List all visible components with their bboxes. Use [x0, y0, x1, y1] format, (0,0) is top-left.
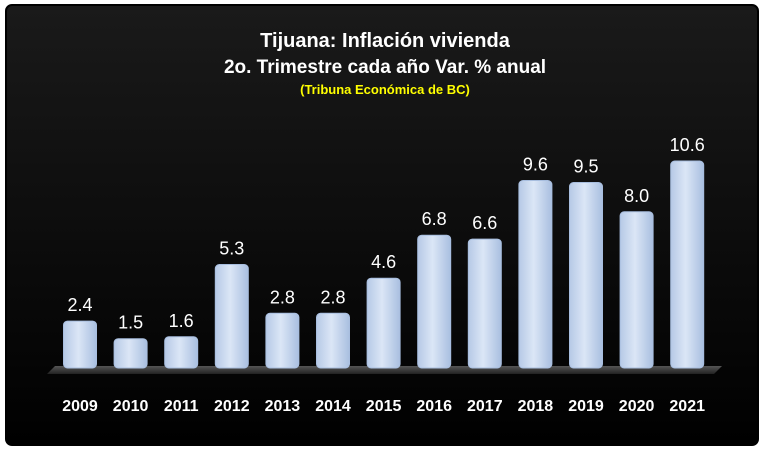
bar-2021: [670, 160, 705, 369]
bar-2014: [316, 312, 350, 369]
bar-2010: [113, 338, 148, 369]
value-labels-layer: 2.4 1.5 1.6 5.3 2.8 2.8 4.6 6.8 6.6 9.6 9.5 8.0 10.6: [67, 135, 704, 333]
category-label-2017: 2017: [467, 398, 503, 415]
bar-2016: [417, 234, 452, 369]
bar-2015: [366, 277, 401, 369]
category-label-2018: 2018: [518, 398, 554, 415]
bar-2009: [63, 320, 97, 369]
value-label-2013: 2.8: [270, 287, 295, 307]
value-label-2015: 4.6: [371, 252, 396, 272]
value-label-2014: 2.8: [320, 287, 345, 307]
value-label-2011: 1.6: [169, 311, 194, 331]
bar-2018: [518, 180, 553, 369]
category-label-2011: 2011: [164, 398, 199, 415]
value-label-2021: 10.6: [670, 135, 705, 155]
chart-subtitle: 2o. Trimestre cada año Var. % anual: [224, 57, 546, 78]
category-label-2016: 2016: [416, 398, 452, 415]
value-label-2010: 1.5: [118, 313, 143, 333]
bar-2011: [164, 336, 199, 369]
category-label-2020: 2020: [619, 398, 655, 415]
category-label-2014: 2014: [315, 398, 351, 415]
chart-floor: [47, 366, 722, 374]
category-label-2012: 2012: [214, 398, 250, 415]
bar-2013: [265, 312, 300, 369]
category-label-2019: 2019: [568, 398, 604, 415]
category-label-2010: 2010: [113, 398, 149, 415]
value-label-2018: 9.6: [523, 155, 548, 175]
category-label-2013: 2013: [265, 398, 301, 415]
category-labels-layer: 2009 2010 2011 2012 2013 2014 2015 2016 2017 2018…: [62, 398, 705, 415]
chart-source-note: (Tribuna Económica de BC): [300, 82, 470, 97]
category-label-2009: 2009: [62, 398, 98, 415]
value-label-2016: 6.8: [422, 209, 447, 229]
value-label-2020: 8.0: [624, 186, 649, 206]
chart-title: Tijuana: Inflación vivienda: [260, 30, 511, 52]
bar-2017: [467, 238, 502, 369]
bar-2020: [619, 211, 654, 369]
value-label-2012: 5.3: [219, 239, 244, 259]
bar-2019: [569, 182, 603, 369]
bar-2012: [214, 264, 249, 369]
bars-layer: [63, 160, 705, 369]
category-label-2021: 2021: [669, 398, 705, 415]
value-label-2019: 9.5: [573, 157, 598, 177]
value-label-2017: 6.6: [472, 213, 497, 233]
category-label-2015: 2015: [366, 398, 402, 415]
value-label-2009: 2.4: [67, 295, 92, 315]
